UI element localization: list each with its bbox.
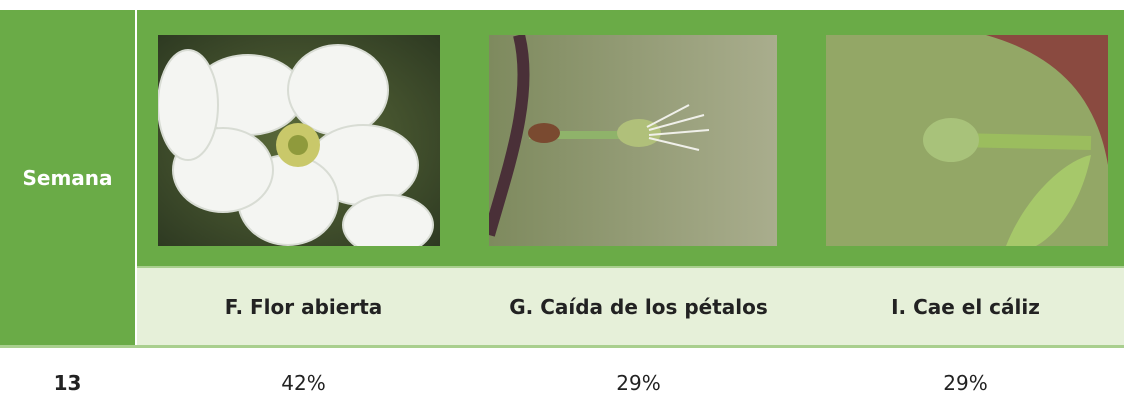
photo-falling-petals: [489, 35, 777, 246]
header-cell: Semana: [22, 165, 113, 190]
stage-label: G. Caída de los pétalos: [509, 294, 768, 319]
divider: [137, 266, 1124, 268]
week-cell: 13: [53, 370, 82, 395]
photo-calyx-fall: [826, 35, 1108, 246]
divider: [135, 10, 137, 345]
value-cell: 29%: [616, 370, 661, 395]
stage-row: [137, 268, 1124, 345]
stage-label: F. Flor abierta: [224, 294, 383, 319]
photo-open-flower: [158, 35, 440, 246]
stage-label: I. Cae el cáliz: [891, 294, 1040, 319]
value-cell: 42%: [281, 370, 326, 395]
first-column: [0, 10, 135, 345]
divider: [0, 345, 1124, 348]
value-cell: 29%: [943, 370, 988, 395]
